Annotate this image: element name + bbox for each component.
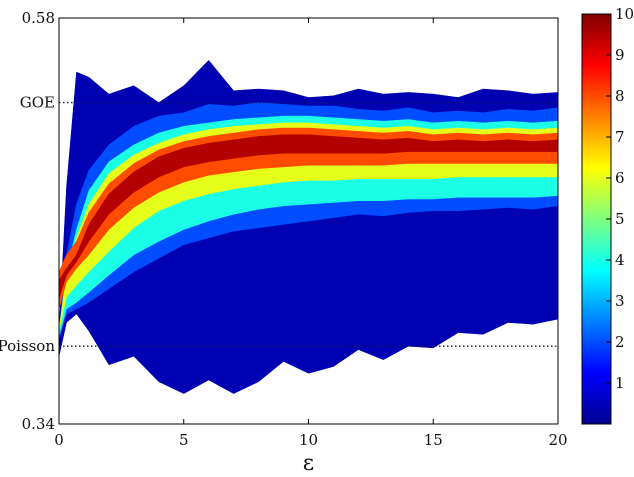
band-level-8 — [59, 127, 558, 310]
y-tick-label: 0.58 — [22, 9, 55, 27]
goe-label: GOE — [20, 94, 55, 112]
poisson-label: Poisson — [0, 337, 55, 355]
band-level-9-5 — [59, 134, 558, 299]
colorbar-tick-label: 2 — [615, 333, 625, 351]
reference-lines: GOE Poisson — [0, 94, 558, 355]
colorbar-tick-label: 9 — [615, 46, 625, 64]
x-tick-label: 20 — [548, 431, 567, 449]
x-axis-label: ε — [303, 451, 314, 476]
x-tick-label: 15 — [424, 431, 443, 449]
axes: 0 5 10 15 20 0.58 0.34 ε — [22, 9, 568, 476]
colorbar-tick-label: 5 — [615, 210, 625, 228]
colorbar-tick-label: 8 — [615, 87, 625, 105]
x-tick-label: 10 — [299, 431, 318, 449]
data-bands — [59, 59, 558, 394]
colorbar-tick-label: 1 — [615, 374, 625, 392]
colorbar-tick-label: 6 — [615, 169, 625, 187]
colorbar: 1 2 3 4 5 6 7 8 9 10 — [581, 5, 634, 425]
colorbar-tick-label: 4 — [615, 251, 625, 269]
colorbar-tick-label: 3 — [615, 292, 625, 310]
colorbar-tick-label: 10 — [615, 5, 634, 23]
x-tick-label: 5 — [179, 431, 189, 449]
x-tick-label: 0 — [54, 431, 64, 449]
colorbar-tick-label: 7 — [615, 128, 625, 146]
y-tick-label: 0.34 — [22, 415, 55, 433]
